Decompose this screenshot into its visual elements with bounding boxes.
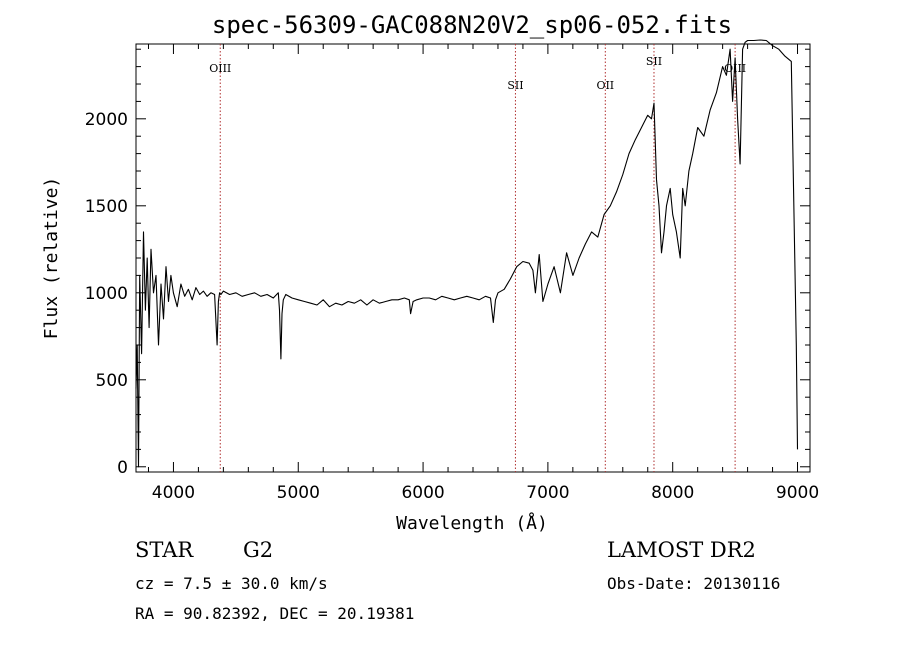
y-tick-label-2: 1000 [85,284,128,304]
x-tick-label-5: 9000 [776,483,819,503]
line-marker-label-0: OIII [209,62,231,75]
y-tick-label-1: 500 [96,371,128,391]
obs-date-label: Obs-Date: 20130116 [607,574,781,593]
line-marker-label-2: OII [596,79,614,92]
x-tick-label-0: 4000 [152,483,195,503]
y-axis-label: Flux (relative) [41,177,62,340]
redshift-label: cz = 7.5 ± 30.0 km/s [135,574,328,593]
spectrum-series-line [135,39,799,468]
y-tick-label-3: 1500 [85,197,128,217]
object-type-label: STAR [135,538,194,562]
line-marker-label-1: SII [507,79,523,92]
subclass-label: G2 [243,538,274,562]
x-tick-label-1: 5000 [277,483,320,503]
coordinates-label: RA = 90.82392, DEC = 20.19381 [135,604,415,623]
chart-title: spec-56309-GAC088N20V2_sp06-052.fits [212,11,732,39]
survey-label: LAMOST DR2 [607,538,756,562]
y-tick-label-0: 0 [117,458,128,478]
y-tick-label-4: 2000 [85,110,128,130]
line-marker-label-3: SII [646,55,662,68]
x-tick-label-2: 6000 [401,483,444,503]
x-axis-label: Wavelength (Å) [396,512,548,534]
plot-frame [135,43,811,473]
axis-ticks: 4000 5000 6000 7000 8000 9000 0 500 1000 1500 2000 [85,44,819,503]
x-tick-label-3: 7000 [526,483,569,503]
x-tick-label-4: 8000 [651,483,694,503]
